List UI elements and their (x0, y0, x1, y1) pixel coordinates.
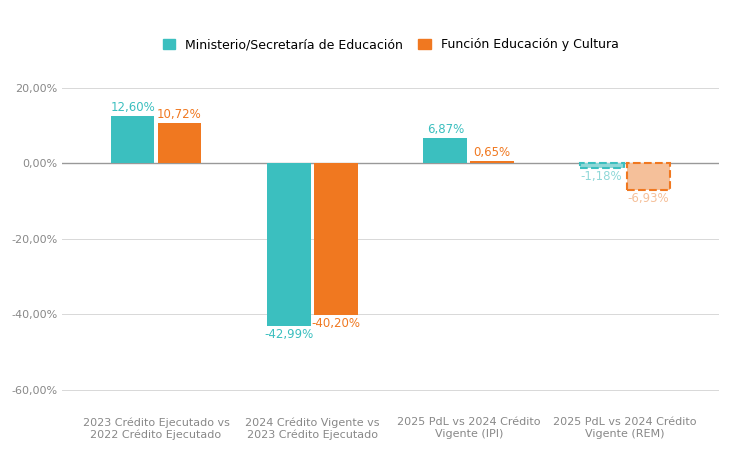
Bar (626, 163, 670, 189)
Text: -40,20%: -40,20% (311, 317, 361, 330)
Bar (626, 163, 670, 189)
Bar (580, 163, 623, 168)
Text: 0,65%: 0,65% (474, 146, 511, 159)
Text: -6,93%: -6,93% (628, 192, 669, 204)
Bar (580, 163, 623, 168)
Text: 6,87%: 6,87% (426, 123, 464, 136)
Bar (314, 163, 358, 315)
Bar (470, 161, 514, 163)
Text: 10,72%: 10,72% (157, 108, 202, 121)
Text: -1,18%: -1,18% (581, 170, 623, 183)
Bar (267, 163, 311, 326)
Bar (423, 138, 467, 163)
Text: -42,99%: -42,99% (264, 327, 314, 341)
Legend: Ministerio/Secretaría de Educación, Función Educación y Cultura: Ministerio/Secretaría de Educación, Func… (159, 35, 622, 55)
Bar (111, 116, 155, 163)
Text: 12,60%: 12,60% (110, 101, 155, 114)
Bar (158, 123, 201, 163)
